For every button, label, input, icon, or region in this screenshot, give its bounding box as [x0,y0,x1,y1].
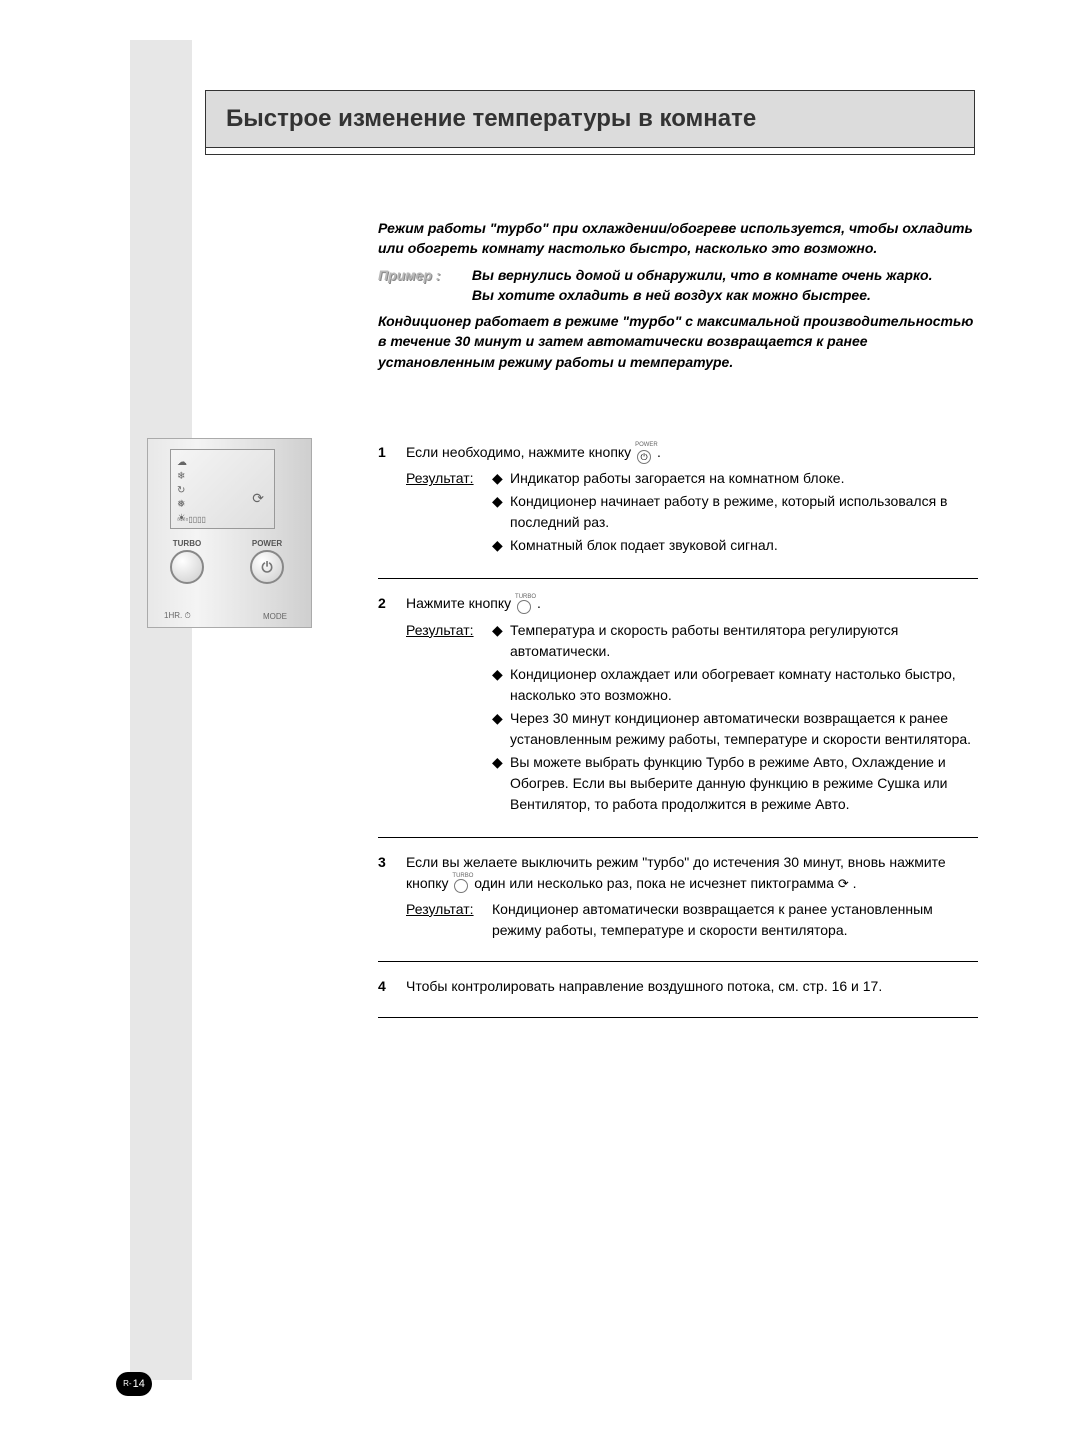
result-label: Результат: [406,620,492,817]
mode-label: MODE [263,612,287,621]
step-4: 4 Чтобы контролировать направление возду… [378,962,978,1018]
step3-result-text: Кондиционер автоматически возвращается к… [492,901,933,938]
step3-line1c: . [853,875,857,891]
step1-text-before: Если необходимо, нажмите кнопку [406,444,635,460]
swoosh-icon: ⟳ [838,874,849,894]
page-title: Быстрое изменение температуры в комнате [226,105,954,133]
power-label: POWER [242,539,292,548]
result-label: Результат: [406,468,492,558]
left-sidebar-bar [130,40,192,1380]
page-title-box: Быстрое изменение температуры в комнате [205,90,975,155]
remote-illustration: ☁ ❄ ↻ ❅ ☀ ⟳ ▫▫▫▫▯▯▯▯ TURBO POWER ⏻ 1HR. … [147,438,312,628]
power-button: ⏻ [250,550,284,584]
example-label: Пример : [378,265,468,285]
intro-p1: Режим работы "турбо" при охлаждении/обог… [378,218,978,259]
step4-text: Чтобы контролировать направление воздушн… [406,978,882,994]
turbo-label: TURBO [162,539,212,548]
hr-label: 1HR. ⏱ [164,611,191,621]
remote-screen: ☁ ❄ ↻ ❅ ☀ ⟳ ▫▫▫▫▯▯▯▯ [170,449,275,529]
turbo-button [170,550,204,584]
screen-bottom-bar: ▫▫▫▫▯▯▯▯ [177,515,206,524]
steps-list: 1 Если необходимо, нажмите кнопку POWER … [378,442,978,1018]
intro-block: Режим работы "турбо" при охлаждении/обог… [378,218,978,376]
swoosh-icon: ⟳ [252,490,264,507]
step-2: 2 Нажмите кнопку TURBO . Результат: ◆Тем… [378,579,978,837]
intro-p2: Кондиционер работает в режиме "турбо" с … [378,311,978,372]
step3-line1b: один или несколько раз, пока не исчезнет… [474,875,838,891]
page-number-badge: R-14 [116,1372,152,1396]
step-1: 1 Если необходимо, нажмите кнопку POWER … [378,442,978,579]
step-3: 3 Если вы желаете выключить режим "турбо… [378,838,978,962]
turbo-icon: TURBO [452,873,470,895]
step1-text-after: . [657,444,661,460]
turbo-icon: TURBO [515,594,533,616]
example-text: Вы вернулись домой и обнаружили, что в к… [472,265,952,306]
power-icon: POWER ⏻ [635,442,653,464]
step2-text-before: Нажмите кнопку [406,595,515,611]
result-label: Результат: [406,899,492,941]
step2-text-after: . [537,595,541,611]
